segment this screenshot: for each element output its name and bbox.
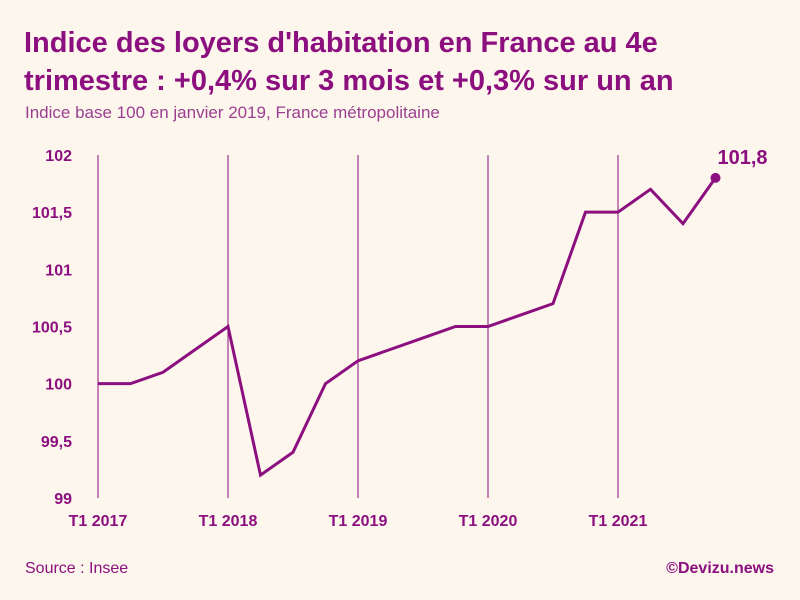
gridlines — [97, 155, 619, 498]
y-tick-label: 101,5 — [32, 205, 72, 222]
end-value-label: 101,8 — [718, 147, 768, 169]
end-point — [710, 172, 721, 183]
y-axis-ticks: 99 99,5 100 100,5 101 101,5 102 — [32, 148, 72, 508]
y-tick-label: 102 — [45, 148, 72, 165]
x-tick-label: T1 2019 — [329, 513, 388, 530]
x-tick-label: T1 2018 — [199, 513, 258, 530]
x-tick-label: T1 2021 — [589, 513, 648, 530]
y-tick-label: 99,5 — [41, 434, 72, 451]
y-tick-label: 100 — [45, 377, 72, 394]
x-tick-label: T1 2017 — [69, 513, 128, 530]
brand-credit: ©Devizu.news — [666, 560, 774, 577]
series-line — [98, 176, 717, 478]
y-tick-label: 101 — [45, 262, 72, 279]
x-axis-ticks: T1 2017 T1 2018 T1 2019 T1 2020 T1 2021 — [69, 513, 648, 530]
y-tick-label: 100,5 — [32, 320, 72, 337]
x-tick-label: T1 2020 — [459, 513, 518, 530]
chart-subtitle: Indice base 100 en janvier 2019, France … — [25, 103, 440, 122]
source-note: Source : Insee — [25, 560, 129, 577]
y-tick-label: 99 — [54, 491, 72, 508]
chart-title: Indice des loyers d'habitation en France… — [24, 27, 674, 97]
